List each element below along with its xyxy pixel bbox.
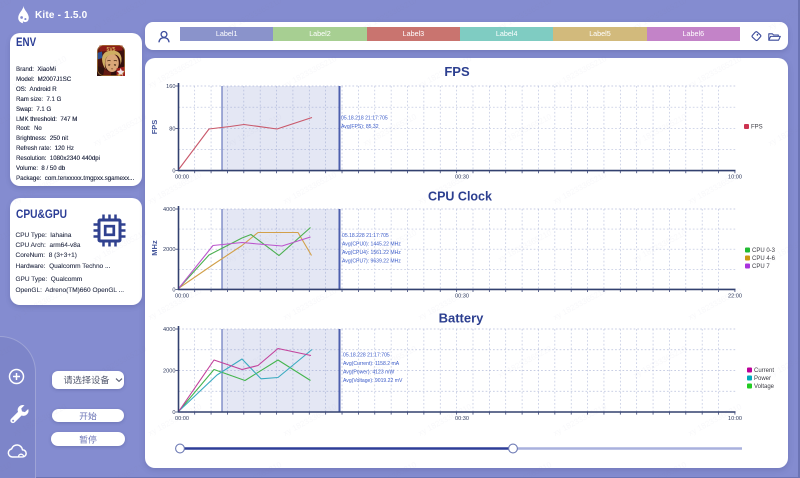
svg-text:Current: Current	[754, 368, 774, 374]
svg-text:xy 18233365210: xy 18233365210	[552, 402, 609, 438]
svg-text:xy 18233365210: xy 18233365210	[687, 54, 744, 90]
svg-text:10:00: 10:00	[728, 416, 742, 422]
svg-text:2000: 2000	[163, 247, 175, 253]
svg-text:MHz: MHz	[150, 240, 159, 256]
svg-text:xy 18233365210: xy 18233365210	[497, 112, 554, 148]
svg-text:Avg(Voltage): 9019.22 mV: Avg(Voltage): 9019.22 mV	[343, 378, 403, 384]
svg-text:xy 18233365210: xy 18233365210	[282, 170, 339, 206]
svg-text:CPU 0-3: CPU 0-3	[752, 248, 776, 254]
svg-text:xy 18233365210: xy 18233365210	[632, 112, 689, 148]
svg-text:xy 18233365210: xy 18233365210	[282, 286, 339, 322]
svg-text:xy 18233365210: xy 18233365210	[632, 344, 689, 380]
svg-text:Voltage: Voltage	[754, 384, 775, 390]
svg-text:xy 18233365210: xy 18233365210	[767, 344, 800, 380]
svg-text:0: 0	[172, 410, 175, 416]
svg-text:160: 160	[166, 84, 175, 90]
svg-text:CPU Clock: CPU Clock	[428, 190, 492, 204]
svg-text:xy 18233365210: xy 18233365210	[92, 0, 149, 32]
svg-text:Power: Power	[754, 376, 771, 382]
svg-text:xy 18233365210: xy 18233365210	[227, 0, 284, 32]
svg-text:2000: 2000	[163, 369, 175, 375]
svg-text:xy 18233365210: xy 18233365210	[0, 228, 14, 264]
svg-text:xy 18233365210: xy 18233365210	[12, 402, 69, 438]
svg-text:00:00: 00:00	[175, 416, 189, 422]
svg-text:FPS: FPS	[751, 125, 763, 131]
svg-text:FPS: FPS	[150, 120, 159, 135]
svg-text:xy 18233365210: xy 18233365210	[767, 112, 800, 148]
svg-text:0: 0	[172, 287, 175, 293]
svg-text:4000: 4000	[163, 327, 175, 333]
svg-text:xy 18233365210: xy 18233365210	[497, 344, 554, 380]
svg-text:05.18.228 21:17:705: 05.18.228 21:17:705	[342, 233, 389, 239]
svg-text:00:30: 00:30	[455, 175, 469, 181]
svg-text:80: 80	[169, 126, 175, 132]
svg-text:xy 18233365210: xy 18233365210	[632, 460, 689, 478]
svg-text:xy 18233365210: xy 18233365210	[92, 460, 149, 478]
svg-text:4000: 4000	[163, 207, 175, 213]
svg-text:Avg(FPS): 85.32: Avg(FPS): 85.32	[341, 124, 379, 130]
svg-text:xy 18233365210: xy 18233365210	[0, 460, 14, 478]
svg-text:xy 18233365210: xy 18233365210	[497, 228, 554, 264]
svg-text:xy 18233365210: xy 18233365210	[497, 460, 554, 478]
svg-text:xy 18233365210: xy 18233365210	[362, 0, 419, 32]
svg-text:xy 18233365210: xy 18233365210	[632, 228, 689, 264]
svg-text:xy 18233365210: xy 18233365210	[282, 54, 339, 90]
svg-text:xy 18233365210: xy 18233365210	[767, 460, 800, 478]
svg-text:xy 18233365210: xy 18233365210	[552, 286, 609, 322]
svg-text:Battery: Battery	[439, 311, 485, 326]
svg-text:0: 0	[172, 169, 175, 175]
svg-text:Avg(CPU4): 1561.22 MHz: Avg(CPU4): 1561.22 MHz	[342, 250, 401, 256]
svg-text:xy 18233365210: xy 18233365210	[767, 0, 800, 32]
svg-text:xy 18233365210: xy 18233365210	[92, 344, 149, 380]
svg-text:Avg(CPU0): 1445.22 MHz: Avg(CPU0): 1445.22 MHz	[342, 242, 401, 248]
svg-text:00:30: 00:30	[455, 293, 469, 299]
svg-text:00:30: 00:30	[455, 416, 469, 422]
svg-text:xy 18233365210: xy 18233365210	[552, 170, 609, 206]
svg-text:xy 18233365210: xy 18233365210	[0, 112, 14, 148]
svg-text:xy 18233365210: xy 18233365210	[497, 0, 554, 32]
svg-text:CPU 7: CPU 7	[752, 264, 770, 270]
svg-text:Avg(Power): 4123 mW: Avg(Power): 4123 mW	[343, 370, 394, 376]
svg-text:xy 18233365210: xy 18233365210	[12, 54, 69, 90]
svg-text:FPS: FPS	[444, 64, 470, 79]
svg-text:5V5: 5V5	[107, 47, 116, 53]
svg-text:xy 18233365210: xy 18233365210	[552, 54, 609, 90]
svg-text:05.18.228 21:17:705: 05.18.228 21:17:705	[343, 353, 390, 359]
svg-text:xy 18233365210: xy 18233365210	[362, 460, 419, 478]
svg-text:xy 18233365210: xy 18233365210	[0, 344, 14, 380]
svg-text:xy 18233365210: xy 18233365210	[92, 228, 149, 264]
svg-text:Avg(CPU7): 9639.22 MHz: Avg(CPU7): 9639.22 MHz	[342, 259, 401, 265]
svg-text:00:00: 00:00	[175, 175, 189, 181]
svg-text:xy 18233365210: xy 18233365210	[92, 112, 149, 148]
svg-text:05.18.218 21:17:705: 05.18.218 21:17:705	[341, 116, 388, 122]
svg-text:xy 18233365210: xy 18233365210	[12, 286, 69, 322]
svg-text:00:00: 00:00	[175, 293, 189, 299]
svg-text:CPU 4-6: CPU 4-6	[752, 256, 776, 262]
svg-text:xy 18233365210: xy 18233365210	[12, 170, 69, 206]
svg-text:10:00: 10:00	[728, 175, 742, 181]
svg-text:22:00: 22:00	[728, 293, 742, 299]
svg-text:xy 18233365210: xy 18233365210	[227, 460, 284, 478]
svg-text:Avg(Current): 1158.2 mA: Avg(Current): 1158.2 mA	[343, 361, 400, 367]
svg-text:xy 18233365210: xy 18233365210	[0, 0, 14, 32]
svg-text:xy 18233365210: xy 18233365210	[632, 0, 689, 32]
